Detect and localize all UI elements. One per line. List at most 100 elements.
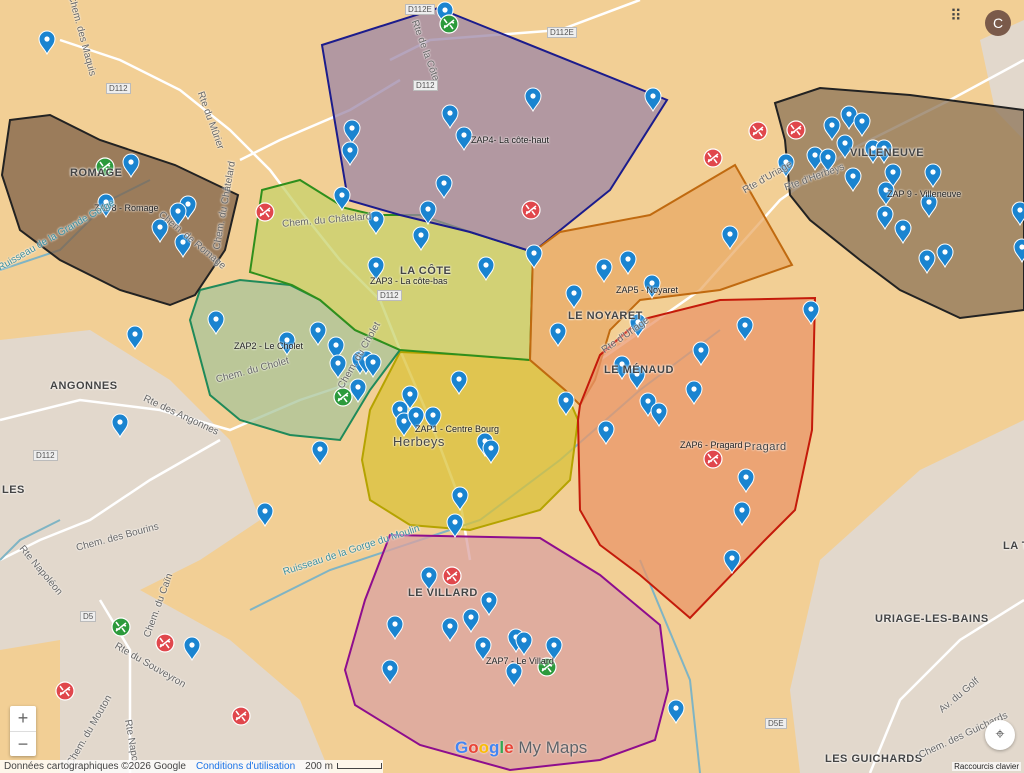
location-pin-icon[interactable] xyxy=(419,200,437,226)
location-pin-icon[interactable] xyxy=(126,325,144,351)
location-pin-icon[interactable] xyxy=(806,146,824,172)
location-pin-icon[interactable] xyxy=(407,406,425,432)
location-pin-icon[interactable] xyxy=(723,549,741,575)
location-pin-icon[interactable] xyxy=(920,193,938,219)
mosquito-marker-green-icon[interactable] xyxy=(333,387,353,407)
location-pin-icon[interactable] xyxy=(446,513,464,539)
location-pin-icon[interactable] xyxy=(151,218,169,244)
terms-link[interactable]: Conditions d'utilisation xyxy=(195,761,296,772)
mosquito-marker-red-icon[interactable] xyxy=(55,681,75,701)
location-pin-icon[interactable] xyxy=(524,87,542,113)
location-pin-icon[interactable] xyxy=(565,284,583,310)
location-pin-icon[interactable] xyxy=(441,104,459,130)
location-pin-icon[interactable] xyxy=(721,225,739,251)
location-pin-icon[interactable] xyxy=(736,316,754,342)
location-pin-icon[interactable] xyxy=(367,256,385,282)
camera-control-button[interactable]: ⌖ xyxy=(985,720,1015,750)
location-pin-icon[interactable] xyxy=(455,126,473,152)
location-pin-icon[interactable] xyxy=(597,420,615,446)
location-pin-icon[interactable] xyxy=(412,226,430,252)
location-pin-icon[interactable] xyxy=(424,406,442,432)
mosquito-marker-green-icon[interactable] xyxy=(111,617,131,637)
zoom-in-button[interactable]: + xyxy=(17,708,29,728)
location-pin-icon[interactable] xyxy=(802,300,820,326)
location-pin-icon[interactable] xyxy=(450,370,468,396)
mosquito-marker-green-icon[interactable] xyxy=(537,657,557,677)
location-pin-icon[interactable] xyxy=(256,502,274,528)
location-pin-icon[interactable] xyxy=(685,380,703,406)
location-pin-icon[interactable] xyxy=(819,148,837,174)
mosquito-marker-green-icon[interactable] xyxy=(439,14,459,34)
location-pin-icon[interactable] xyxy=(327,336,345,362)
account-avatar[interactable]: C xyxy=(985,10,1011,36)
location-pin-icon[interactable] xyxy=(667,699,685,725)
location-pin-icon[interactable] xyxy=(309,321,327,347)
mosquito-marker-red-icon[interactable] xyxy=(521,200,541,220)
location-pin-icon[interactable] xyxy=(549,322,567,348)
keyboard-shortcuts-link[interactable]: Raccourcis clavier xyxy=(952,762,1021,771)
location-pin-icon[interactable] xyxy=(122,153,140,179)
location-pin-icon[interactable] xyxy=(525,244,543,270)
location-pin-icon[interactable] xyxy=(936,243,954,269)
location-pin-icon[interactable] xyxy=(364,353,382,379)
location-pin-icon[interactable] xyxy=(329,354,347,380)
location-pin-icon[interactable] xyxy=(401,385,419,411)
location-pin-icon[interactable] xyxy=(644,87,662,113)
zone-polygon-9[interactable] xyxy=(773,86,1024,320)
location-pin-icon[interactable] xyxy=(836,134,854,160)
location-pin-icon[interactable] xyxy=(395,412,413,438)
location-pin-icon[interactable] xyxy=(545,636,563,662)
location-pin-icon[interactable] xyxy=(737,468,755,494)
location-pin-icon[interactable] xyxy=(875,139,893,165)
location-pin-icon[interactable] xyxy=(477,256,495,282)
location-pin-icon[interactable] xyxy=(894,219,912,245)
location-pin-icon[interactable] xyxy=(505,662,523,688)
location-pin-icon[interactable] xyxy=(311,440,329,466)
location-pin-icon[interactable] xyxy=(918,249,936,275)
location-pin-icon[interactable] xyxy=(474,636,492,662)
location-pin-icon[interactable] xyxy=(343,119,361,145)
zoom-out-button[interactable]: − xyxy=(10,731,36,756)
location-pin-icon[interactable] xyxy=(733,501,751,527)
location-pin-icon[interactable] xyxy=(386,615,404,641)
location-pin-icon[interactable] xyxy=(480,591,498,617)
location-pin-icon[interactable] xyxy=(844,167,862,193)
location-pin-icon[interactable] xyxy=(1011,201,1024,227)
location-pin-icon[interactable] xyxy=(169,202,187,228)
location-pin-icon[interactable] xyxy=(111,413,129,439)
location-pin-icon[interactable] xyxy=(278,331,296,357)
location-pin-icon[interactable] xyxy=(643,274,661,300)
location-pin-icon[interactable] xyxy=(420,566,438,592)
location-pin-icon[interactable] xyxy=(692,341,710,367)
location-pin-icon[interactable] xyxy=(341,141,359,167)
location-pin-icon[interactable] xyxy=(853,112,871,138)
location-pin-icon[interactable] xyxy=(876,205,894,231)
location-pin-icon[interactable] xyxy=(451,486,469,512)
location-pin-icon[interactable] xyxy=(381,659,399,685)
mosquito-marker-red-icon[interactable] xyxy=(442,566,462,586)
zone-polygon-8[interactable] xyxy=(0,113,240,307)
mosquito-marker-red-icon[interactable] xyxy=(786,120,806,140)
location-pin-icon[interactable] xyxy=(174,233,192,259)
location-pin-icon[interactable] xyxy=(183,636,201,662)
location-pin-icon[interactable] xyxy=(207,310,225,336)
location-pin-icon[interactable] xyxy=(1013,238,1024,264)
location-pin-icon[interactable] xyxy=(595,258,613,284)
location-pin-icon[interactable] xyxy=(462,608,480,634)
location-pin-icon[interactable] xyxy=(613,355,631,381)
location-pin-icon[interactable] xyxy=(333,186,351,212)
location-pin-icon[interactable] xyxy=(515,631,533,657)
location-pin-icon[interactable] xyxy=(628,365,646,391)
zone-polygon-5[interactable] xyxy=(528,163,794,407)
location-pin-icon[interactable] xyxy=(435,174,453,200)
mosquito-marker-red-icon[interactable] xyxy=(703,449,723,469)
mosquito-marker-red-icon[interactable] xyxy=(748,121,768,141)
location-pin-icon[interactable] xyxy=(349,378,367,404)
location-pin-icon[interactable] xyxy=(441,617,459,643)
location-pin-icon[interactable] xyxy=(557,391,575,417)
location-pin-icon[interactable] xyxy=(629,313,647,339)
mosquito-marker-red-icon[interactable] xyxy=(231,706,251,726)
location-pin-icon[interactable] xyxy=(38,30,56,56)
location-pin-icon[interactable] xyxy=(619,250,637,276)
